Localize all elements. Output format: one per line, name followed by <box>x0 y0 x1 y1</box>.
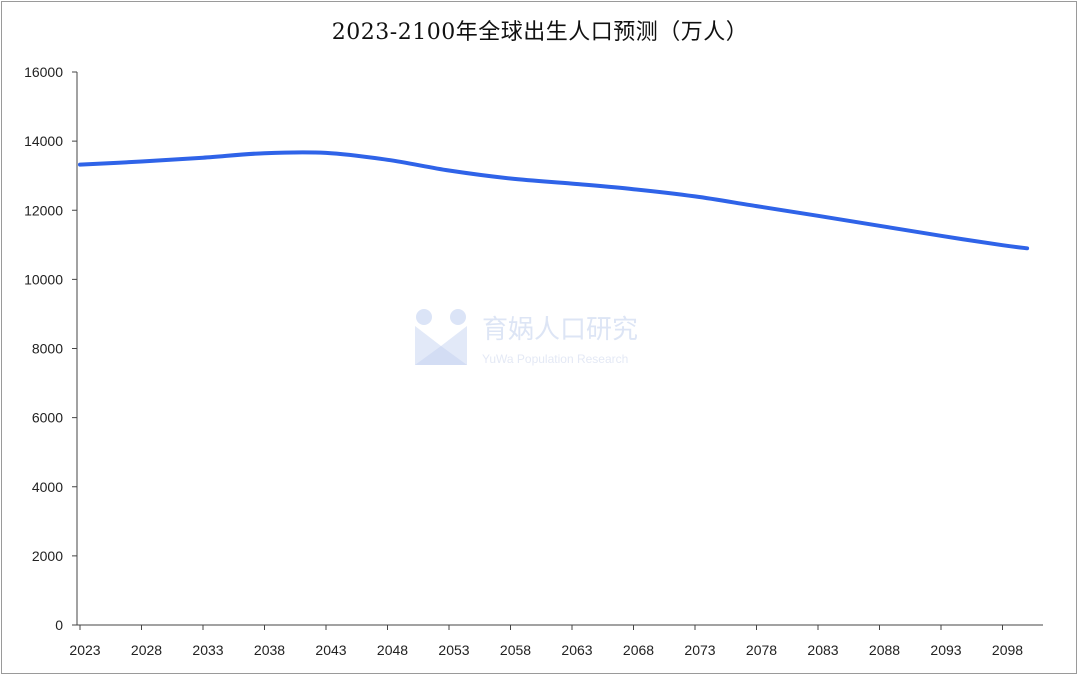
y-tick-label: 4000 <box>32 479 63 495</box>
x-tick-label: 2063 <box>561 642 592 658</box>
y-tick-label: 10000 <box>24 271 63 287</box>
series-group <box>78 150 1030 251</box>
x-tick-label: 2048 <box>377 642 408 658</box>
y-tick-label: 8000 <box>32 341 63 357</box>
watermark-text: 育娲人口研究 <box>482 315 638 345</box>
y-tick-label: 16000 <box>24 64 63 80</box>
x-tick-label: 2058 <box>500 642 531 658</box>
watermark: 育娲人口研究 YuWa Population Research <box>415 309 638 366</box>
x-tick-label: 2038 <box>254 642 285 658</box>
y-tick-label: 2000 <box>32 548 63 564</box>
x-tick-label: 2093 <box>930 642 961 658</box>
y-tick-label: 14000 <box>24 133 63 149</box>
x-axis-ticks: 2023 2028 2033 2038 2043 2048 2053 2058 2063 2068… <box>69 625 1023 658</box>
x-tick-label: 2073 <box>684 642 715 658</box>
x-tick-label: 2033 <box>192 642 223 658</box>
watermark-subtext: YuWa Population Research <box>482 352 628 366</box>
x-tick-label: 2088 <box>869 642 900 658</box>
series-line <box>78 150 1030 251</box>
x-tick-label: 2078 <box>746 642 777 658</box>
y-tick-label: 0 <box>55 617 63 633</box>
watermark-logo-icon <box>415 309 467 365</box>
x-tick-label: 2068 <box>623 642 654 658</box>
x-tick-label: 2023 <box>69 642 100 658</box>
y-axis-ticks: 0 2000 4000 6000 8000 10000 12000 14000 16000 <box>24 64 77 633</box>
y-tick-label: 6000 <box>32 410 63 426</box>
x-tick-label: 2098 <box>992 642 1023 658</box>
x-tick-label: 2028 <box>131 642 162 658</box>
x-tick-label: 2043 <box>315 642 346 658</box>
chart-title: 2023-2100年全球出生人口预测（万人） <box>331 20 749 45</box>
y-tick-label: 12000 <box>24 202 63 218</box>
x-tick-label: 2083 <box>807 642 838 658</box>
x-tick-label: 2053 <box>438 642 469 658</box>
